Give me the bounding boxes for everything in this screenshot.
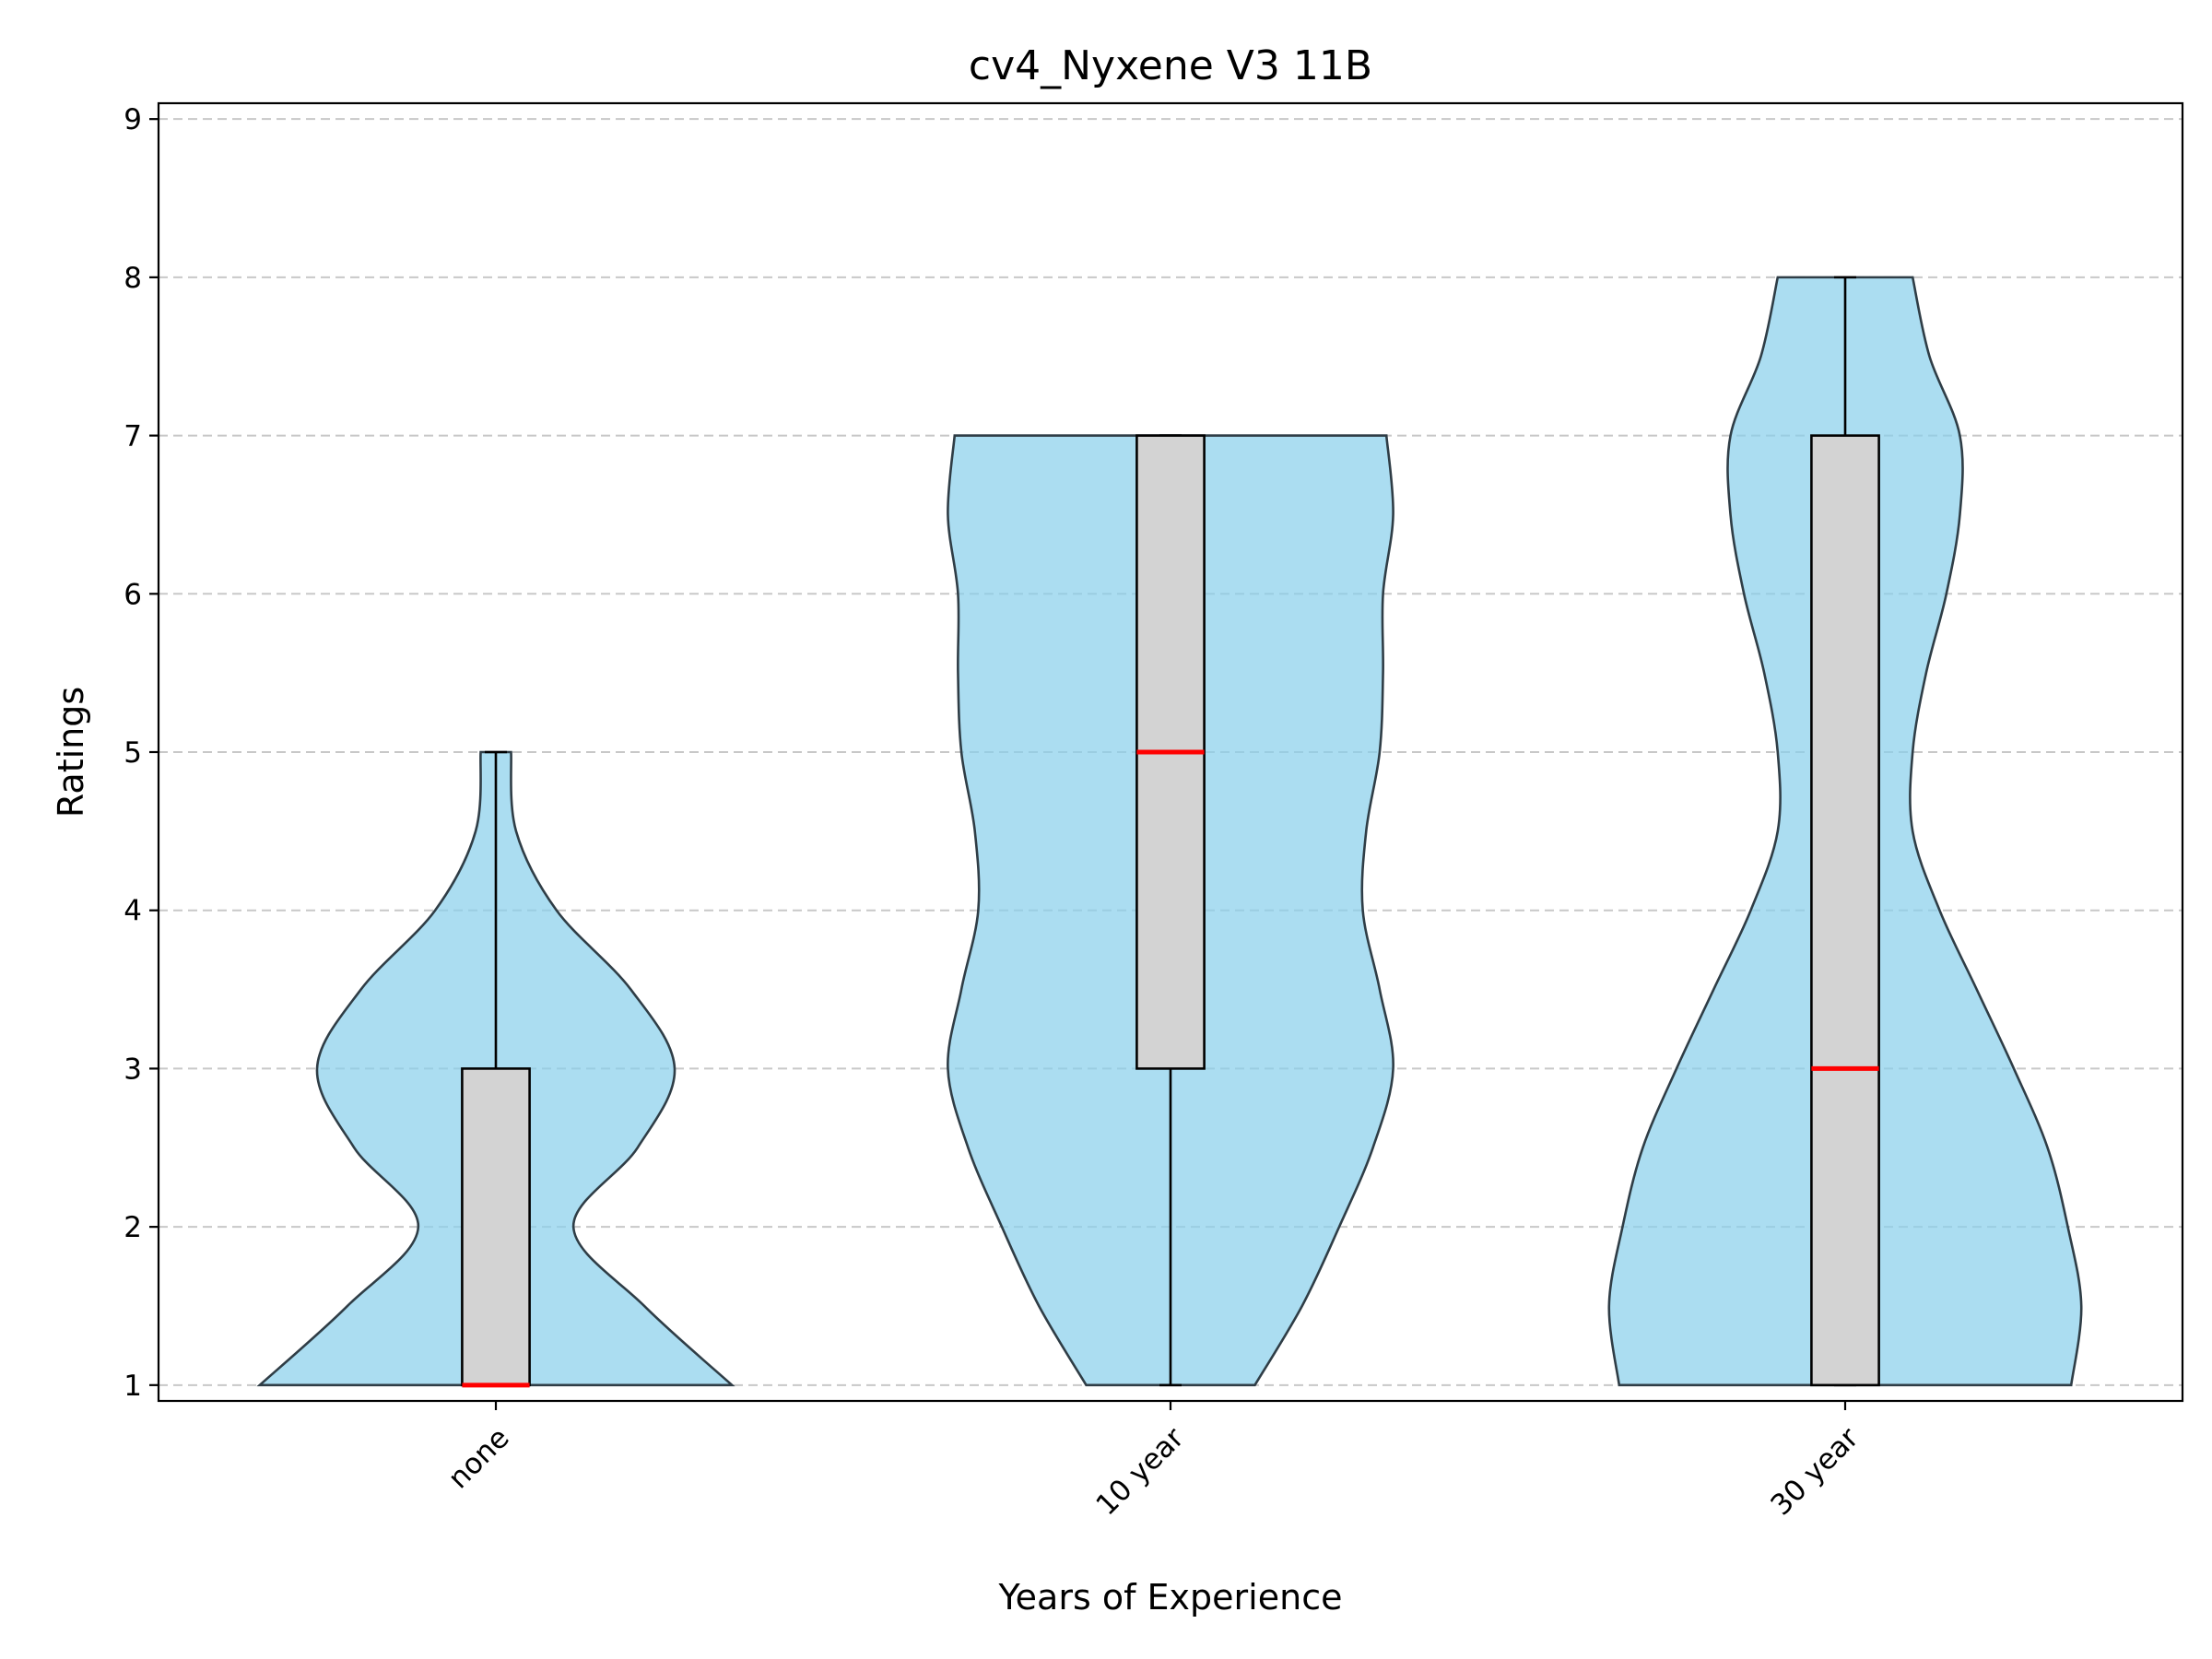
y-tick-label: 2: [124, 1211, 142, 1244]
box-plot-30-year: [1810, 276, 1880, 1387]
y-axis-ticks: 1 2 3 4 5 6 7 8 9: [124, 103, 159, 1403]
y-tick-label: 1: [124, 1370, 142, 1403]
y-tick-label: 6: [124, 578, 142, 611]
box-plots: [461, 276, 1880, 1388]
x-tick-label: 10 year: [1089, 1421, 1190, 1522]
box-plot-none: [461, 750, 531, 1388]
chart-title: cv4_Nyxene V3 11B: [969, 42, 1372, 89]
y-tick-label: 3: [124, 1053, 142, 1086]
y-tick-label: 8: [124, 262, 142, 295]
box-plot-10-year: [1135, 434, 1206, 1387]
x-tick-label: none: [442, 1421, 516, 1495]
x-axis-ticks: none 10 year 30 year: [442, 1401, 1865, 1522]
x-tick-label: 30 year: [1764, 1421, 1865, 1522]
y-tick-label: 7: [124, 420, 142, 453]
iqr-box: [1810, 434, 1880, 1387]
y-tick-label: 5: [124, 736, 142, 770]
y-tick-label: 9: [124, 103, 142, 136]
iqr-box: [461, 1067, 531, 1387]
x-axis-label: Years of Experience: [998, 1577, 1343, 1618]
y-tick-label: 4: [124, 895, 142, 928]
y-axis-label: Ratings: [51, 687, 91, 818]
